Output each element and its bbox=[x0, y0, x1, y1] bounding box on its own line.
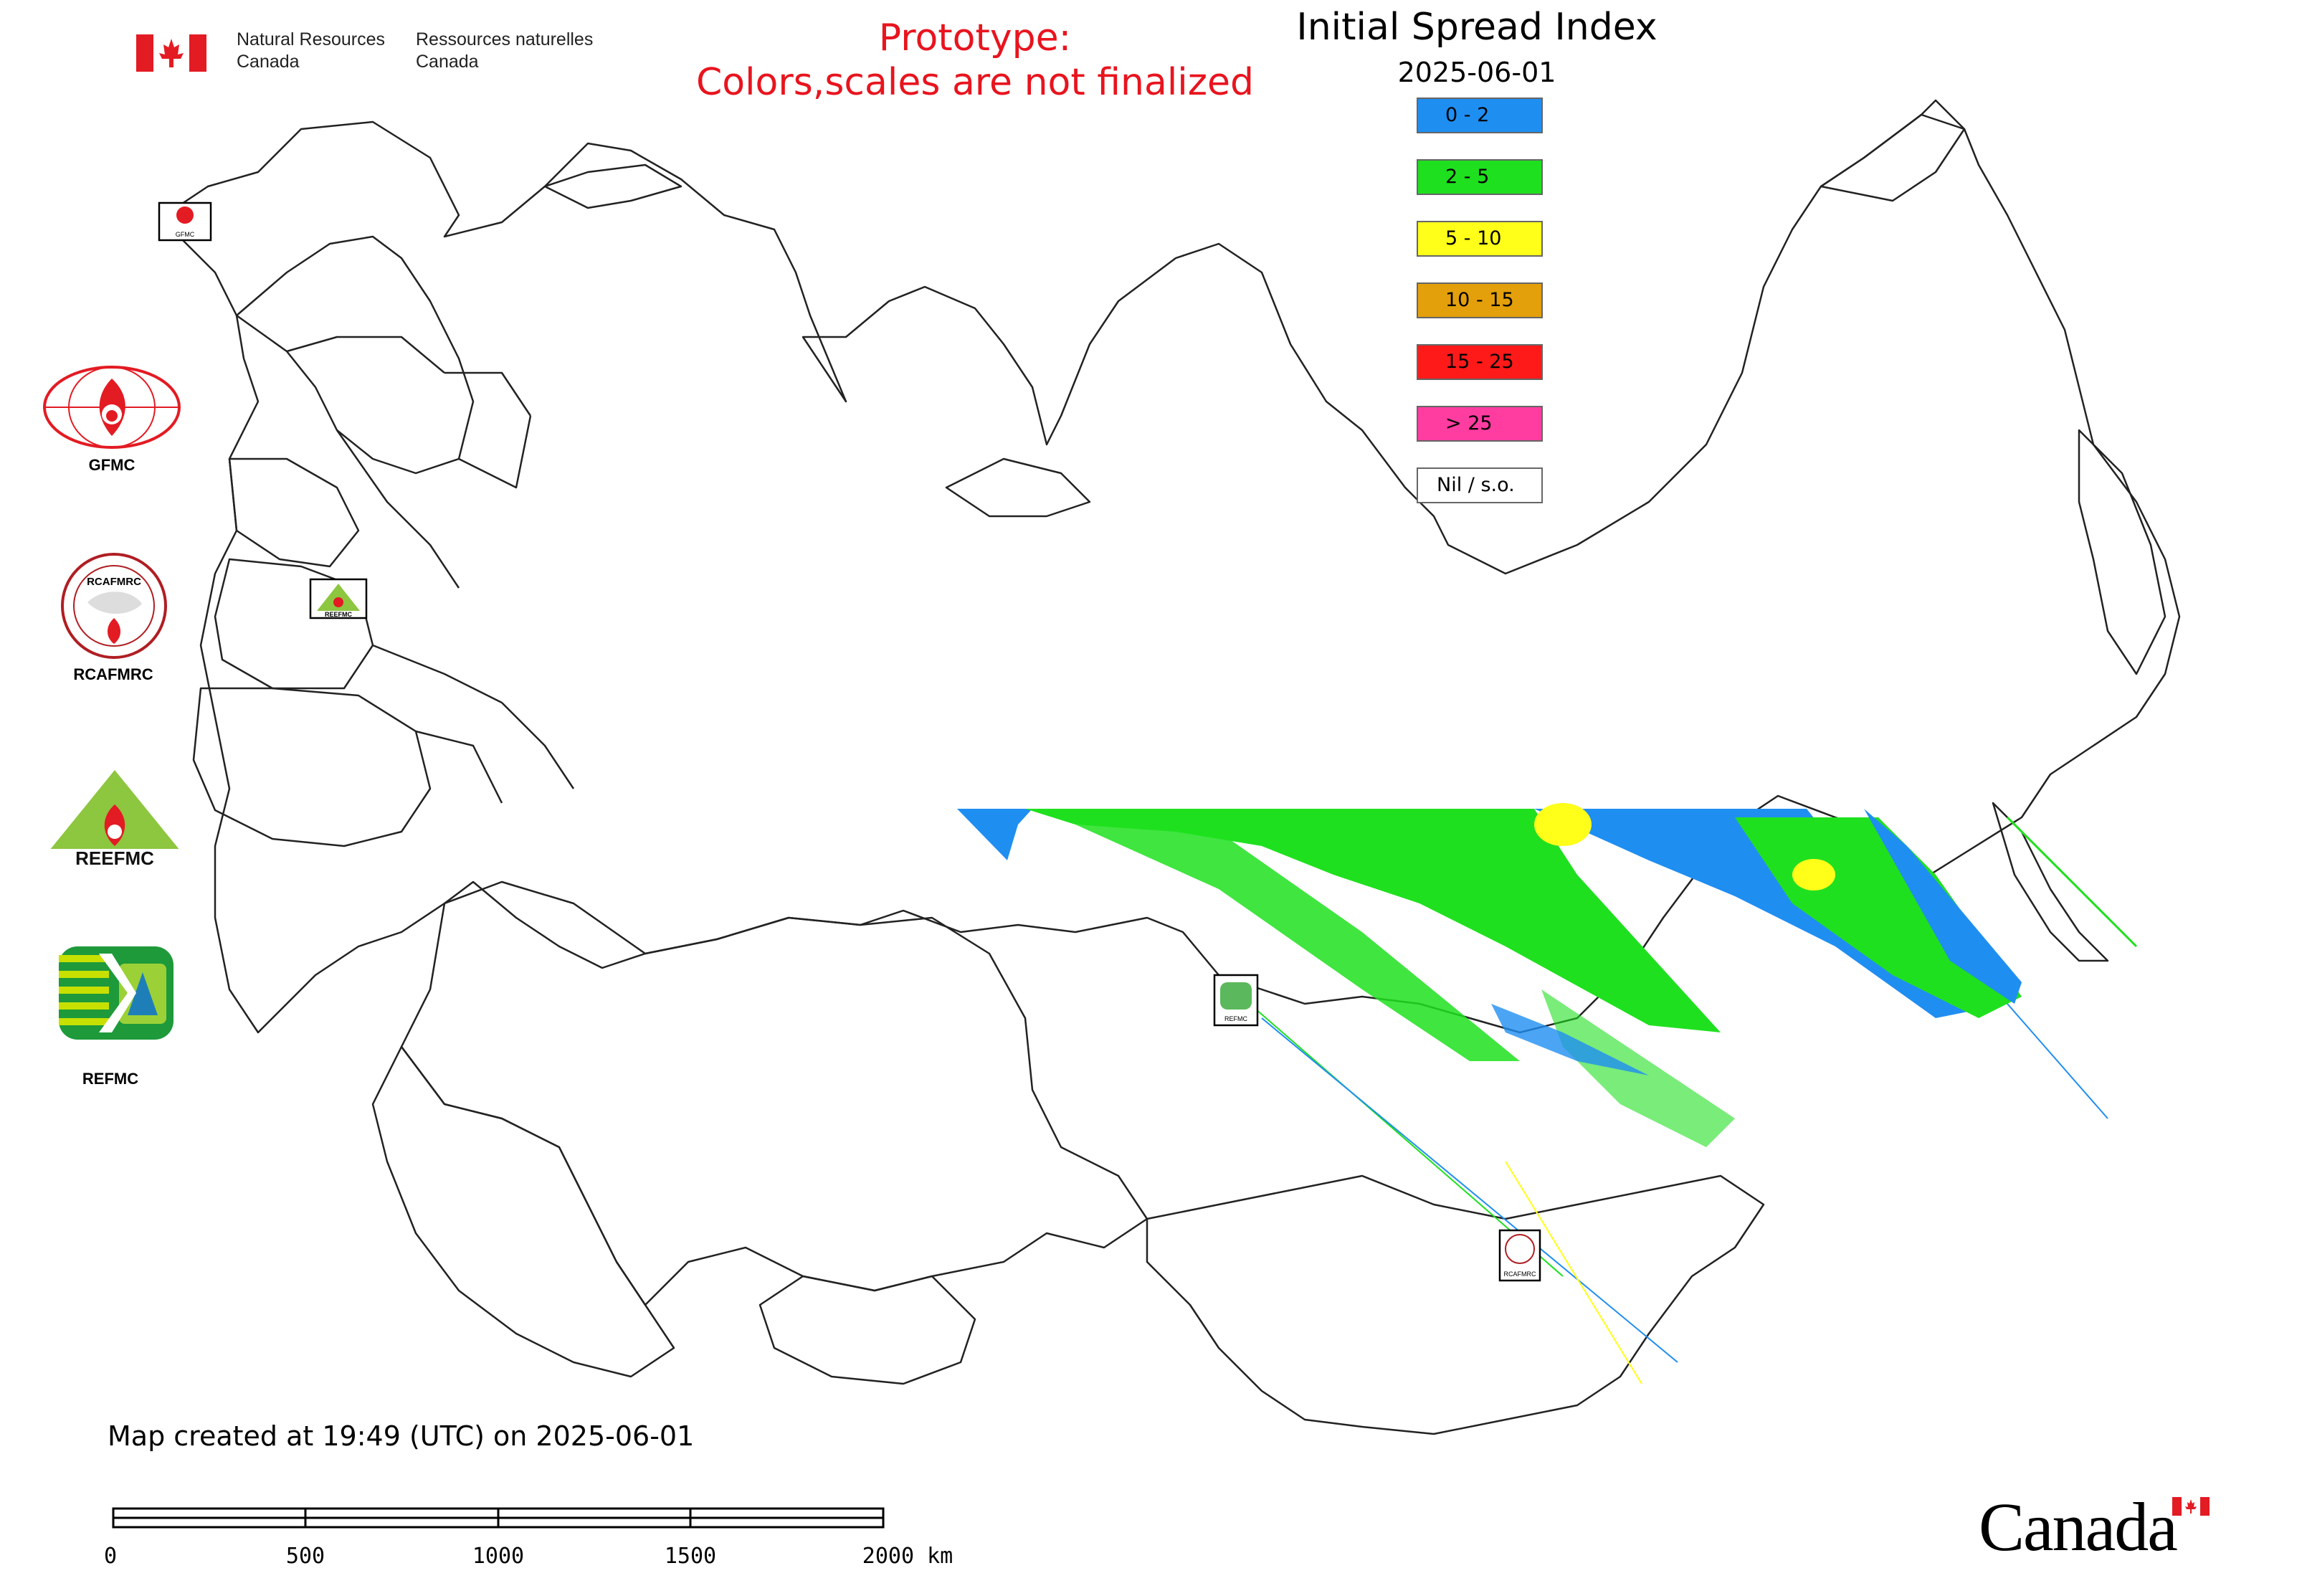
belarus-outline bbox=[214, 558, 374, 690]
streak-3 bbox=[1505, 1161, 1642, 1384]
scale-tick-1500: 1500 bbox=[665, 1544, 716, 1569]
legend-item-2-5: 2 - 5 bbox=[1417, 159, 1543, 195]
swath-yellow-east bbox=[1792, 859, 1835, 890]
streak-1 bbox=[1232, 989, 1564, 1277]
baltics-outline bbox=[228, 457, 360, 568]
gfmc-logo-icon bbox=[43, 366, 181, 449]
canada-flag-icon bbox=[136, 34, 206, 72]
isi-swaths bbox=[957, 803, 2138, 1384]
map-created-timestamp: Map created at 19:49 (UTC) on 2025-06-01 bbox=[108, 1420, 695, 1452]
center-markers: GFMC REEFMC REFMC RCAFMRC bbox=[158, 201, 1541, 1282]
scale-tick-0: 0 bbox=[104, 1544, 117, 1569]
map-date: 2025-06-01 bbox=[1397, 57, 1556, 88]
canada-wordmark-text: Canada bbox=[1979, 1488, 2178, 1565]
agency-en-line2: Canada bbox=[237, 52, 300, 72]
legend-item-0-2: 0 - 2 bbox=[1417, 98, 1543, 133]
swath-blue-south bbox=[1491, 1004, 1649, 1075]
kamchatka bbox=[2078, 429, 2167, 675]
marker-reefmc-label: REEFMC bbox=[325, 611, 353, 618]
sakhalin bbox=[1992, 802, 2109, 962]
legend-item-15-25: 15 - 25 bbox=[1417, 344, 1543, 380]
scale-tick-2000: 2000 km bbox=[862, 1544, 953, 1569]
streak-5 bbox=[2006, 816, 2138, 948]
map-title: Initial Spread Index bbox=[1296, 6, 1657, 49]
rcafmrc-caption: RCAFMRC bbox=[73, 665, 153, 683]
marker-refmc-label: REFMC bbox=[1224, 1015, 1247, 1022]
marker-rcafmrc-label: RCAFMRC bbox=[1504, 1270, 1536, 1278]
kazakhstan-outline bbox=[400, 880, 1148, 1306]
prototype-notice: Prototype: Colors,scales are not finaliz… bbox=[645, 16, 1305, 105]
swath-green-main bbox=[1025, 809, 1721, 1032]
finland-outline bbox=[235, 235, 475, 475]
streak-2 bbox=[1261, 1017, 1678, 1363]
agency-name-fr: Ressources naturelles Canada bbox=[416, 29, 593, 73]
scale-tick-1000: 1000 bbox=[472, 1544, 524, 1569]
scale-tick-500: 500 bbox=[286, 1544, 325, 1569]
refmc-logo-icon bbox=[59, 946, 173, 1040]
swath-blue-east bbox=[1864, 809, 2022, 1004]
agency-fr-line2: Canada bbox=[416, 52, 479, 72]
mongolia-outline bbox=[1146, 1174, 1765, 1435]
canada-wordmark-flag-icon bbox=[2172, 1497, 2210, 1516]
marker-gfmc-label: GFMC bbox=[176, 231, 195, 238]
reefmc-logo-text: REEFMC bbox=[75, 847, 154, 869]
gfmc-caption: GFMC bbox=[88, 456, 135, 474]
legend-item-nil: Nil / s.o. bbox=[1417, 467, 1543, 503]
agency-fr-line1: Ressources naturelles bbox=[416, 29, 594, 49]
swath-yellow-center bbox=[1534, 803, 1592, 846]
russia-outline bbox=[163, 113, 2181, 1034]
tajik-kyrgyz-outline bbox=[758, 1275, 976, 1385]
legend-item-5-10: 5 - 10 bbox=[1417, 221, 1543, 257]
ukraine-outline bbox=[192, 687, 432, 847]
prototype-line1: Prototype: bbox=[878, 16, 1072, 60]
swath-blue-west bbox=[957, 809, 1032, 860]
agency-en-line1: Natural Resources bbox=[237, 29, 386, 49]
refmc-caption: REFMC bbox=[82, 1070, 139, 1088]
reefmc-logo-icon: REEFMC bbox=[39, 770, 191, 869]
swath-green-diag1 bbox=[1075, 825, 1520, 1061]
streak-4 bbox=[2007, 1003, 2108, 1119]
chukotka bbox=[1820, 99, 1966, 202]
central-asia-outline bbox=[371, 1045, 675, 1378]
agency-name-en: Natural Resources Canada bbox=[237, 29, 385, 73]
internal-borders bbox=[286, 336, 575, 804]
novaya-zemlya bbox=[543, 163, 682, 209]
legend-item-gt-25: > 25 bbox=[1417, 406, 1543, 442]
legend-item-10-15: 10 - 15 bbox=[1417, 282, 1543, 318]
country-borders bbox=[163, 99, 2181, 1435]
swath-mixed-south bbox=[1541, 989, 1735, 1147]
canada-wordmark: Canada bbox=[1979, 1491, 2222, 1570]
prototype-line2: Colors,scales are not finalized bbox=[695, 61, 1255, 104]
nrcan-signature: Natural Resources Canada Ressources natu… bbox=[136, 29, 609, 79]
rcafmrc-logo-text: RCAFMRC bbox=[87, 576, 141, 588]
scale-bar: 0 500 1000 1500 2000 km bbox=[104, 1507, 953, 1569]
taymyr bbox=[945, 457, 1091, 518]
rcafmrc-logo-icon: RCAFMRC bbox=[61, 553, 167, 659]
